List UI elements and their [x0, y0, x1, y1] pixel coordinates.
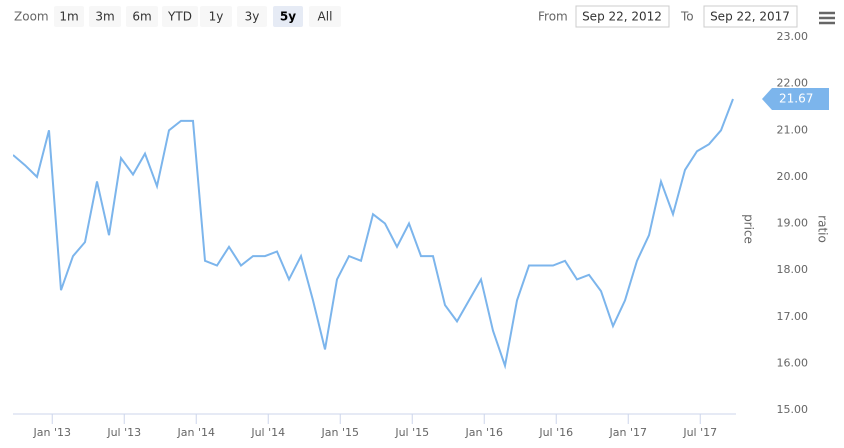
zoom-button-label[interactable]: 6m: [132, 10, 151, 24]
x-tick-label: Jul '15: [394, 426, 429, 439]
zoom-button-label[interactable]: 1y: [209, 10, 224, 24]
y-tick-label: 23.00: [777, 30, 809, 43]
y-tick-label: 20.00: [777, 170, 809, 183]
zoom-button-bg[interactable]: [162, 6, 198, 27]
y-tick-label: 21.00: [777, 123, 809, 136]
zoom-button[interactable]: 1y: [200, 6, 232, 27]
x-tick-label: Jul '13: [106, 426, 141, 439]
zoom-button-bg[interactable]: [200, 6, 232, 27]
zoom-button-label[interactable]: 1m: [59, 10, 78, 24]
zoom-button[interactable]: All: [309, 6, 341, 27]
x-tick-label: Jan '13: [32, 426, 70, 439]
zoom-button-bg[interactable]: [126, 6, 158, 27]
y-tick-label: 16.00: [777, 356, 809, 369]
x-tick-label: Jan '15: [320, 426, 358, 439]
to-input[interactable]: [703, 5, 798, 28]
zoom-button-bg[interactable]: [309, 6, 341, 27]
price-line: [13, 98, 734, 370]
zoom-button-label[interactable]: 3y: [245, 10, 260, 24]
y-axis-title: price: [742, 214, 756, 244]
y2-axis-title: ratio: [816, 215, 830, 243]
zoom-button[interactable]: 5y: [273, 6, 303, 27]
zoom-button-label[interactable]: All: [318, 10, 333, 24]
to-value[interactable]: Sep 22, 2017: [710, 10, 790, 24]
from-input[interactable]: [575, 5, 670, 28]
zoom-button[interactable]: 3y: [237, 6, 267, 27]
zoom-button-bg[interactable]: [54, 6, 84, 27]
zoom-label: Zoom: [14, 10, 49, 24]
zoom-button-label[interactable]: YTD: [167, 10, 192, 24]
zoom-button-bg[interactable]: [237, 6, 267, 27]
x-tick-label: Jul '17: [682, 426, 717, 439]
zoom-button-label[interactable]: 3m: [95, 10, 114, 24]
from-value[interactable]: Sep 22, 2012: [582, 10, 662, 24]
y-tick-label: 15.00: [777, 403, 809, 416]
to-label: To: [680, 10, 694, 24]
plot-area: [13, 98, 734, 370]
menu-button[interactable]: [816, 8, 838, 28]
y-tick-label: 18.00: [777, 263, 809, 276]
zoom-button[interactable]: YTD: [162, 6, 198, 27]
zoom-button[interactable]: 3m: [89, 6, 121, 27]
from-label: From: [538, 10, 568, 24]
zoom-button-label[interactable]: 5y: [280, 10, 296, 24]
y-tick-label: 22.00: [777, 77, 809, 90]
x-tick-label: Jan '14: [176, 426, 214, 439]
x-tick-label: Jul '14: [250, 426, 285, 439]
y-tick-label: 19.00: [777, 217, 809, 230]
zoom-button[interactable]: 1m: [54, 6, 84, 27]
zoom-button-bg[interactable]: [273, 6, 303, 27]
x-tick-label: Jul '16: [538, 426, 573, 439]
y-tick-label: 17.00: [777, 310, 809, 323]
zoom-button-bg[interactable]: [89, 6, 121, 27]
last-value-flag: [762, 88, 829, 111]
last-value-label: 21.67: [779, 92, 813, 106]
zoom-button[interactable]: 6m: [126, 6, 158, 27]
x-tick-label: Jan '16: [464, 426, 502, 439]
x-tick-label: Jan '17: [608, 426, 646, 439]
